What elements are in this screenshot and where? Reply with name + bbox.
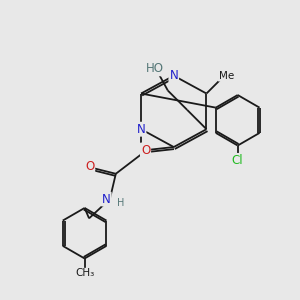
Text: Cl: Cl [232, 154, 244, 167]
Text: H: H [118, 198, 125, 208]
Text: N: N [169, 69, 178, 82]
Text: N: N [137, 123, 146, 136]
Text: O: O [141, 143, 150, 157]
Text: HO: HO [146, 62, 164, 75]
Text: N: N [102, 193, 111, 206]
Text: Me: Me [219, 71, 234, 81]
Text: O: O [85, 160, 94, 173]
Text: CH₃: CH₃ [75, 268, 94, 278]
